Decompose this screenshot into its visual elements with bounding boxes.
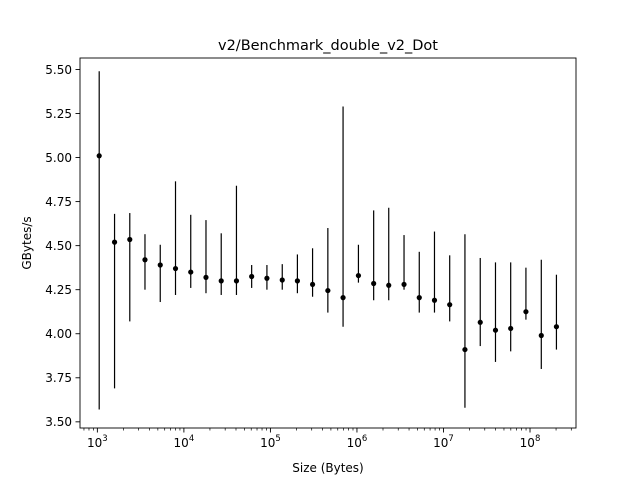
data-point [157, 244, 163, 303]
point-marker [340, 295, 346, 301]
point-marker [309, 281, 316, 288]
point-marker [279, 277, 285, 283]
point-marker [264, 275, 270, 281]
data-point [172, 181, 179, 295]
point-marker [401, 281, 407, 288]
y-tick-label: 5.00 [45, 151, 72, 165]
data-point [523, 267, 529, 320]
point-marker [431, 297, 438, 303]
point-marker [233, 278, 240, 284]
point-marker [477, 319, 483, 325]
y-tick-label: 3.50 [45, 415, 72, 429]
data-point [538, 259, 544, 369]
y-tick-label: 5.50 [45, 63, 72, 77]
point-marker [538, 332, 544, 339]
data-point [477, 257, 483, 347]
data-point [355, 244, 362, 283]
point-marker [127, 236, 133, 243]
data-point [111, 213, 118, 389]
axes-frame [79, 57, 577, 429]
data-point [401, 235, 407, 290]
point-marker [142, 257, 148, 263]
data-point [325, 228, 331, 313]
point-marker [492, 327, 499, 333]
data-point [203, 220, 209, 294]
data-point [218, 233, 224, 295]
data-point [264, 265, 270, 290]
data-point [416, 251, 422, 313]
point-marker [508, 325, 514, 332]
point-marker [218, 278, 224, 284]
data-point [309, 248, 316, 297]
data-point [233, 185, 240, 295]
data-point [371, 210, 377, 301]
point-marker [447, 302, 453, 308]
plot-area [96, 71, 560, 410]
point-marker [294, 278, 300, 284]
point-marker [553, 324, 560, 330]
data-point [508, 262, 514, 352]
data-point [142, 234, 148, 290]
point-marker [249, 273, 255, 280]
data-point [127, 213, 133, 322]
data-point [462, 234, 468, 408]
data-point [447, 255, 453, 322]
point-marker [203, 274, 209, 280]
point-marker [188, 269, 194, 275]
point-marker [523, 309, 529, 315]
point-marker [111, 239, 118, 245]
y-tick-label: 4.00 [45, 327, 72, 341]
data-point [96, 71, 102, 410]
data-point [249, 265, 255, 288]
point-marker [462, 346, 468, 353]
point-marker [386, 282, 392, 288]
data-point [492, 262, 499, 362]
point-marker [172, 265, 179, 272]
x-axis-label: Size (Bytes) [292, 461, 363, 475]
point-marker [355, 272, 362, 279]
point-marker [371, 280, 377, 287]
point-marker [157, 262, 163, 268]
data-point [294, 254, 300, 294]
y-tick-label: 4.25 [45, 283, 72, 297]
chart-title: v2/Benchmark_double_v2_Dot [218, 38, 438, 54]
y-tick-label: 5.25 [45, 107, 72, 121]
data-point [553, 274, 560, 350]
point-marker [96, 153, 102, 159]
y-axis-ticks: 3.50 3.75 4.00 4.25 4.50 4.75 5.00 5.25 5.50 [45, 63, 80, 429]
data-point [188, 214, 194, 288]
data-point [279, 264, 285, 290]
data-point [340, 106, 346, 327]
data-point [386, 207, 392, 301]
y-tick-label: 4.50 [45, 239, 72, 253]
point-marker [416, 295, 422, 301]
y-tick-label: 3.75 [45, 371, 72, 385]
point-marker [325, 287, 331, 294]
y-tick-label: 4.75 [45, 195, 72, 209]
y-axis-label: GBytes/s [20, 216, 34, 269]
data-point [431, 231, 438, 313]
